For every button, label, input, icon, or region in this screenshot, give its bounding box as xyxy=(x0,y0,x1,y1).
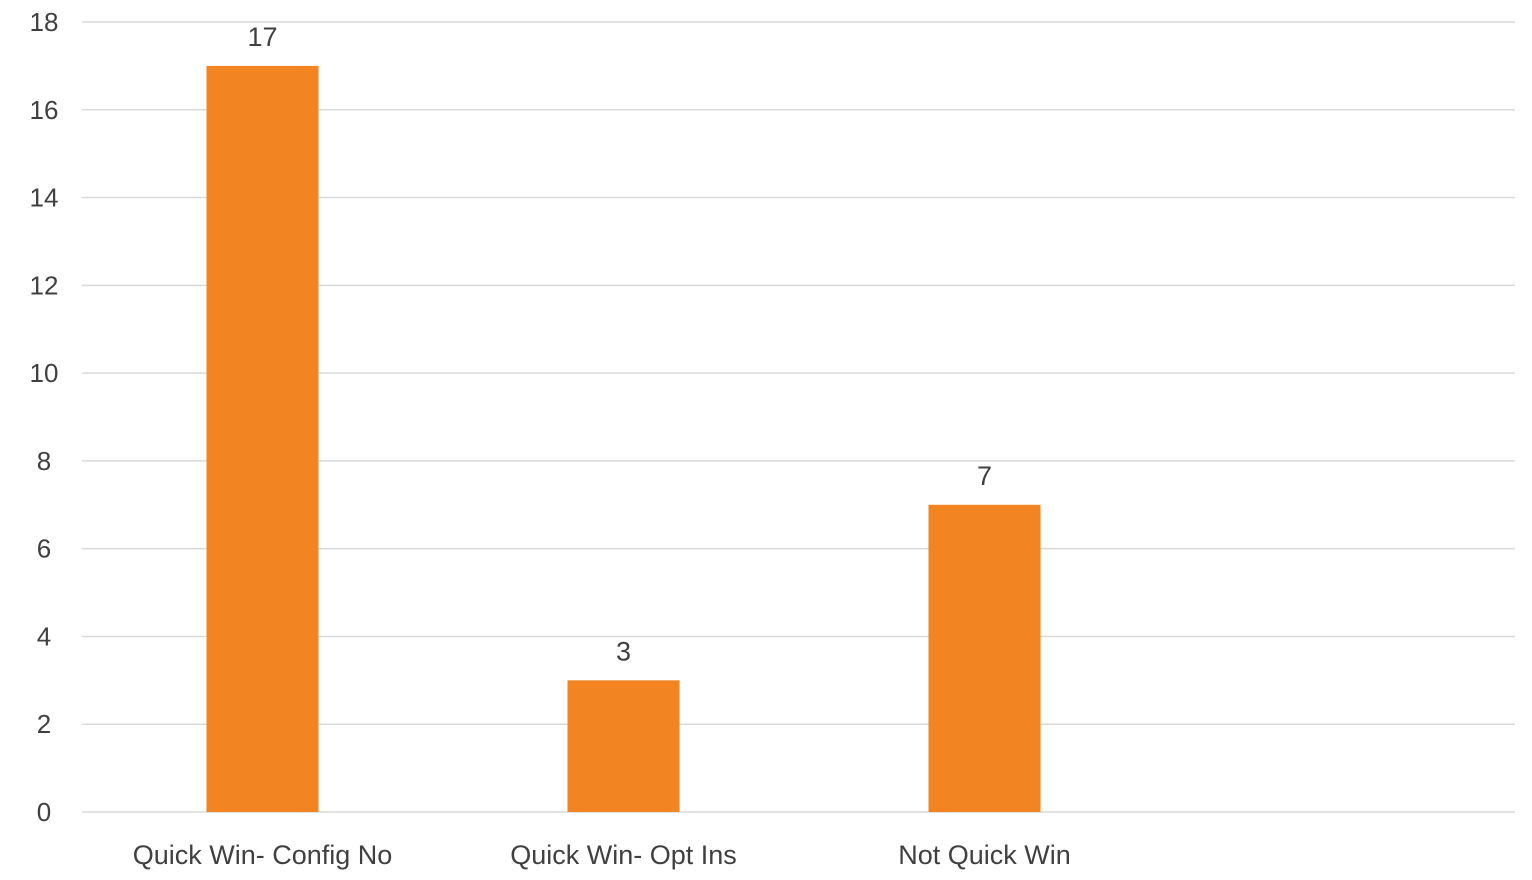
x-axis-ticks: Quick Win- Config No Quick Win- Opt Ins No… xyxy=(133,840,1071,870)
y-tick-label: 18 xyxy=(30,7,59,37)
bar xyxy=(928,504,1041,812)
y-tick-label: 6 xyxy=(37,534,51,564)
y-tick-label: 12 xyxy=(30,270,59,300)
y-tick-label: 10 xyxy=(30,358,59,388)
y-tick-label: 14 xyxy=(30,183,59,213)
bars xyxy=(206,65,1041,812)
bar xyxy=(567,680,680,812)
data-label: 7 xyxy=(977,461,992,491)
y-tick-label: 4 xyxy=(37,621,51,651)
y-axis-ticks: 0 2 4 6 8 10 12 14 16 18 xyxy=(30,7,59,827)
gridlines xyxy=(82,21,1515,813)
data-label: 3 xyxy=(616,636,631,666)
bar xyxy=(206,65,319,812)
x-tick-label: Quick Win- Opt Ins xyxy=(510,840,737,870)
y-tick-label: 2 xyxy=(37,709,51,739)
y-tick-label: 8 xyxy=(37,446,51,476)
x-tick-label: Not Quick Win xyxy=(898,840,1071,870)
data-label: 17 xyxy=(247,22,277,52)
y-tick-label: 16 xyxy=(30,95,59,125)
y-tick-label: 0 xyxy=(37,797,51,827)
x-tick-label: Quick Win- Config No xyxy=(133,840,393,870)
